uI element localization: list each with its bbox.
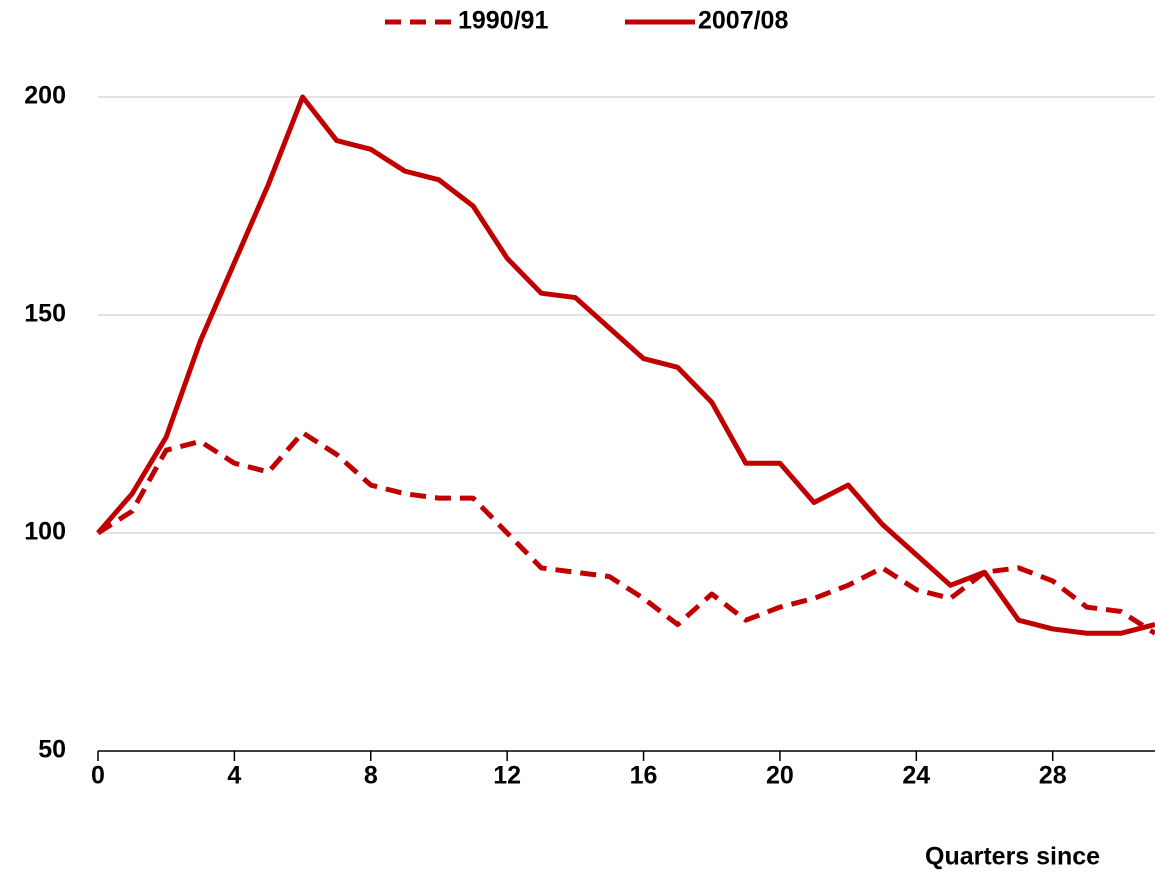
x-tick-label: 0 <box>91 762 105 790</box>
x-tick-label: 4 <box>227 762 241 790</box>
series-line <box>96 94 1155 636</box>
x-tick-label: 8 <box>364 762 378 790</box>
y-tick-label: 200 <box>24 82 66 110</box>
y-tick-label: 150 <box>24 300 66 328</box>
y-tick-label: 100 <box>24 518 66 546</box>
x-tick-label: 12 <box>493 762 521 790</box>
legend-label: 2007/08 <box>698 7 788 35</box>
legend-label: 1990/91 <box>458 7 548 35</box>
x-axis-label: Quarters since <box>925 843 1100 871</box>
x-tick-label: 20 <box>766 762 794 790</box>
x-tick-label: 24 <box>902 762 930 790</box>
y-tick-label: 50 <box>38 736 66 764</box>
x-tick-label: 28 <box>1039 762 1067 790</box>
x-tick-label: 16 <box>630 762 658 790</box>
